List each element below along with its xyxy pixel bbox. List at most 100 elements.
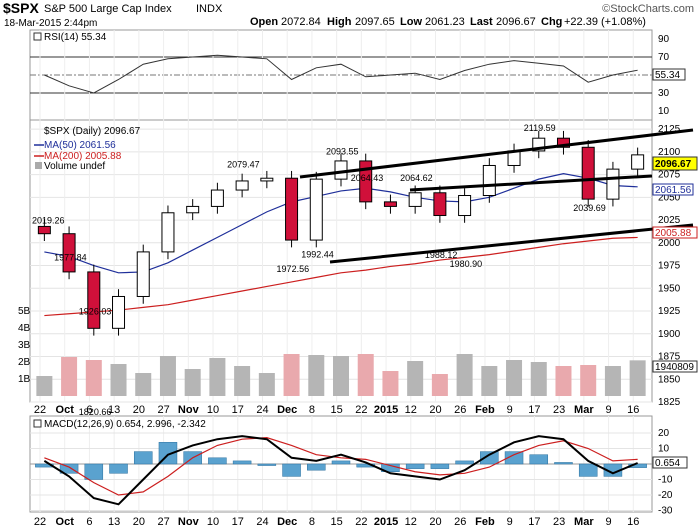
macd-tick-label: -20 — [658, 490, 673, 501]
candle-body — [458, 195, 472, 217]
rsi-tick-label: 70 — [658, 52, 670, 63]
candle-body — [581, 146, 595, 200]
ma50-box: 2061.56 — [652, 183, 694, 196]
ma200-box-text: 2005.88 — [655, 228, 692, 239]
volume-bar — [110, 364, 127, 396]
x-tick-label: 22 — [34, 404, 46, 416]
high-value: 2097.65 — [355, 16, 395, 28]
macd-histogram-bar — [455, 460, 474, 465]
low-label: Low — [400, 16, 422, 28]
volume-legend-text: Volume undef — [44, 161, 105, 172]
price-annotation: 1980.90 — [450, 259, 483, 269]
volume-axis: 5B 4B 3B 2B 1B — [18, 306, 31, 385]
macd-axis: 20100-10-20-30 — [658, 428, 673, 517]
volume-bar — [555, 366, 572, 396]
ma200-box: 2005.88 — [652, 226, 698, 239]
ma50-box-text: 2061.56 — [655, 185, 692, 196]
last-price-box-bg — [652, 156, 698, 171]
x-tick-label: 10 — [207, 516, 219, 528]
x-tick-label: 8 — [309, 516, 315, 528]
x-tick-label: 12 — [405, 404, 417, 416]
ohlc-readout: Open 2072.84 High 2097.65 Low 2061.23 La… — [250, 16, 646, 28]
macd-histogram-bar — [257, 463, 277, 466]
x-tick-label: 15 — [331, 516, 343, 528]
price-tick-label: 1900 — [658, 329, 681, 340]
macd-tick-label: -30 — [658, 506, 673, 517]
last-price-box-text: 2096.67 — [655, 159, 692, 170]
x-tick-label: Mar — [574, 404, 594, 416]
price-annotation: 1972.56 — [277, 264, 310, 274]
macd-histogram-bar — [282, 463, 301, 477]
macd-tick-label: 20 — [658, 428, 670, 439]
candle-body — [37, 225, 51, 235]
x-tick-label: 6 — [86, 516, 92, 528]
price-tick-label: 1950 — [658, 283, 681, 294]
price-tick-label: 2100 — [658, 147, 681, 158]
price-legend-text: $SPX (Daily) 2096.67 — [44, 126, 141, 137]
price-annotation: 2093.55 — [326, 147, 359, 157]
volume-tick-label: 5B — [18, 306, 31, 317]
volume-bar — [61, 357, 78, 396]
volume-tick-label: 3B — [18, 340, 31, 351]
x-tick-label: 12 — [405, 516, 417, 528]
macd-histogram-bar — [84, 463, 104, 480]
x-tick-label: Oct — [56, 404, 75, 416]
rsi-label: RSI(14) 55.34 — [44, 32, 107, 43]
x-tick-label: 26 — [454, 404, 466, 416]
volume-box-text: 1940809 — [655, 362, 694, 373]
x-tick-label: Nov — [178, 516, 200, 528]
candle-body — [235, 180, 249, 191]
x-tick-label: 23 — [553, 516, 565, 528]
rsi-line — [44, 54, 638, 94]
x-tick-label: 24 — [256, 404, 268, 416]
macd-histogram-bar — [307, 463, 326, 471]
volume-bar — [530, 362, 547, 396]
last-price-box: 2096.67 — [652, 156, 698, 171]
candle-body — [186, 205, 200, 214]
macd-histogram-bar — [480, 451, 499, 465]
price-annotation: 2064.43 — [351, 173, 384, 183]
price-tick-label: 2025 — [658, 215, 681, 226]
macd-histogram-bar — [59, 463, 79, 474]
x-tick-label: 20 — [133, 404, 145, 416]
price-annotation: 2079.47 — [227, 160, 260, 170]
macd-line — [43, 435, 639, 506]
x-tick-label: Mar — [574, 516, 594, 528]
candle-body — [482, 164, 496, 197]
x-tick-label: Dec — [277, 516, 297, 528]
ma200-box-bg — [652, 226, 698, 239]
middle-channel-line — [409, 174, 653, 192]
rsi-tick-label: 30 — [658, 88, 670, 99]
volume-bar — [184, 369, 201, 396]
x-axis-bottom: 22 Oct 6 13 20 27 Nov 10 17 24 Dec 8 15 22 2015 12 20 26 F… — [34, 516, 640, 528]
candle-body — [260, 177, 274, 182]
candle-body — [62, 233, 76, 273]
volume-bar — [258, 373, 275, 396]
candle-body — [210, 189, 224, 207]
volume-bar — [333, 356, 349, 396]
x-tick-label: 24 — [256, 516, 268, 528]
x-tick-label: 20 — [429, 516, 441, 528]
candle-body — [112, 295, 126, 329]
rsi-value-box: 55.34 — [652, 68, 686, 81]
macd-value-box: 0.654 — [652, 456, 688, 469]
volume-box-bg — [652, 360, 698, 373]
price-annotation: 2039.69 — [573, 203, 606, 213]
macd-tick-label: -10 — [658, 475, 673, 486]
macd-histogram — [35, 442, 647, 480]
open-label: Open — [250, 16, 278, 28]
x-tick-label: 9 — [507, 516, 513, 528]
candle-body — [433, 192, 447, 217]
x-tick-label: 16 — [627, 516, 639, 528]
volume-tick-label: 2B — [18, 357, 31, 368]
x-tick-label: Oct — [56, 516, 75, 528]
x-tick-label: 22 — [34, 516, 46, 528]
x-tick-label: Feb — [475, 516, 495, 528]
price-tick-label: 2125 — [658, 124, 681, 135]
macd-label: MACD(12,26,9) 0.654, 2.996, -2.342 — [44, 419, 206, 430]
rsi-value-box-text: 55.34 — [655, 70, 680, 81]
x-axis-middle: 22 Oct 6 13 20 27 Nov 10 17 24 Dec 8 15 22 2015 12 20 26 F… — [34, 404, 640, 416]
volume-bar — [481, 366, 498, 396]
price-axis: 2125 2100 2075 2050 2025 2000 1975 1950 1925 1900… — [658, 124, 681, 408]
